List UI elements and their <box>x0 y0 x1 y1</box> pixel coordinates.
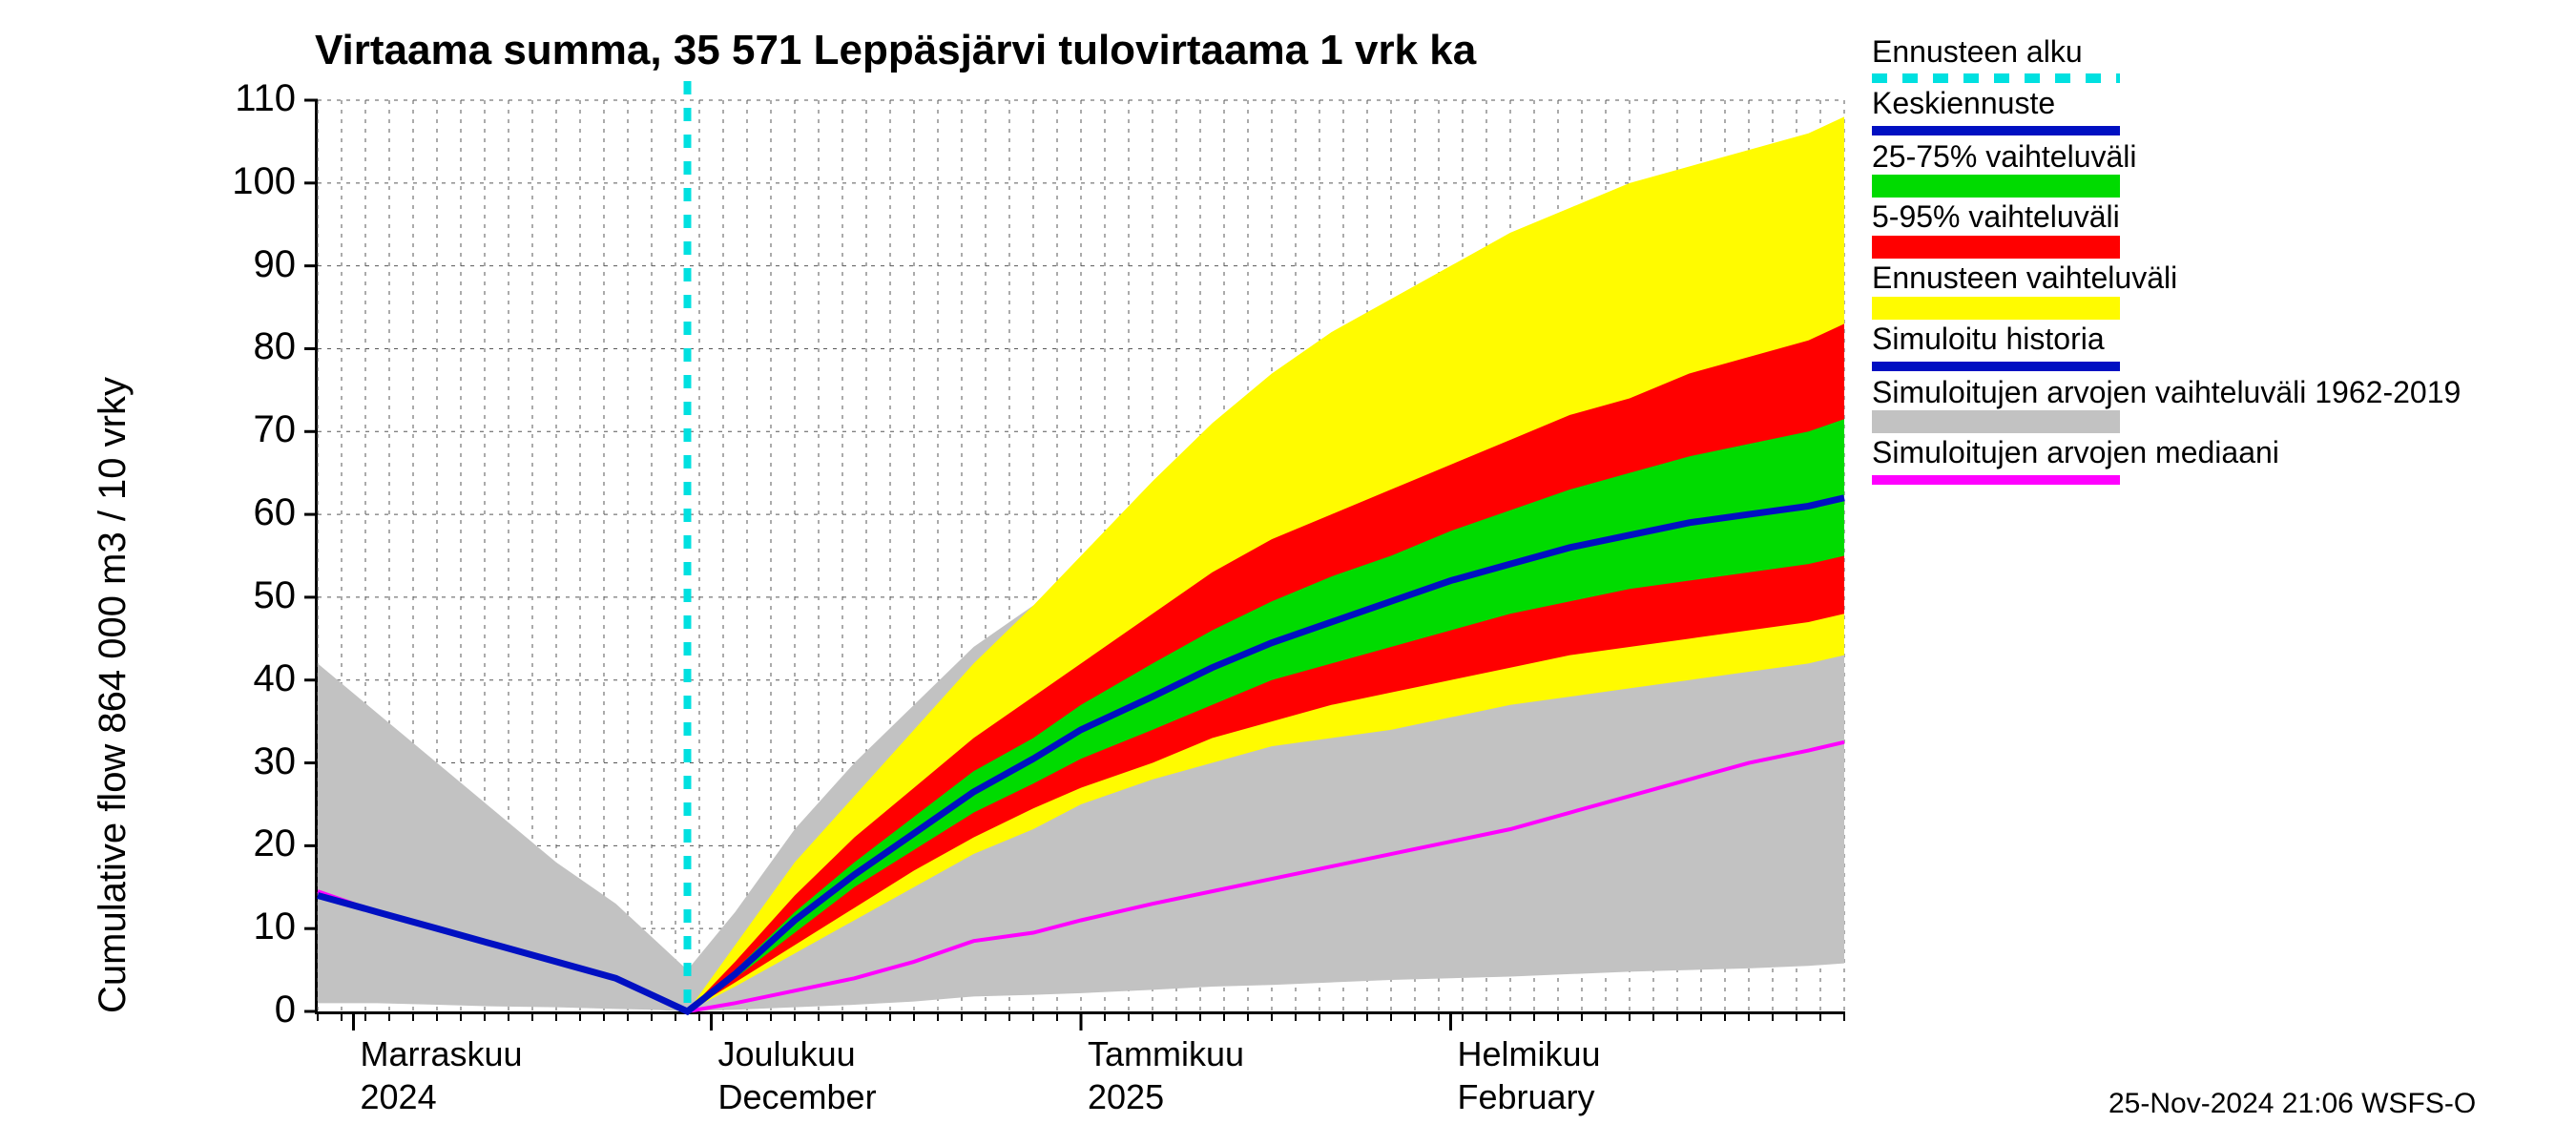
legend-label: Simuloitujen arvojen mediaani <box>1872 435 2461 471</box>
legend-swatch <box>1872 236 2120 259</box>
legend-label: Ennusteen alku <box>1872 34 2461 71</box>
legend-label: Simuloitujen arvojen vaihteluväli 1962-2… <box>1872 375 2461 411</box>
ytick-label: 0 <box>191 989 296 1031</box>
xtick-label: HelmikuuFebruary <box>1458 1032 1601 1118</box>
ytick-label: 10 <box>191 906 296 948</box>
legend: Ennusteen alku Keskiennuste 25-75% vaihtel… <box>1872 34 2461 489</box>
legend-entry: 5-95% vaihteluväli <box>1872 199 2461 259</box>
xtick-label: Tammikuu2025 <box>1088 1032 1244 1118</box>
ytick-label: 90 <box>191 243 296 286</box>
ytick-label: 60 <box>191 491 296 534</box>
legend-label: 5-95% vaihteluväli <box>1872 199 2461 236</box>
chart-title: Virtaama summa, 35 571 Leppäsjärvi tulov… <box>315 27 1476 74</box>
legend-entry: Ennusteen vaihteluväli <box>1872 260 2461 320</box>
y-axis-label: Cumulative flow 864 000 m3 / 10 vrky <box>92 377 135 1013</box>
ytick-label: 70 <box>191 408 296 451</box>
legend-label: Simuloitu historia <box>1872 322 2461 358</box>
ytick-label: 50 <box>191 574 296 617</box>
ytick-label: 20 <box>191 822 296 865</box>
legend-swatch <box>1872 126 2120 135</box>
legend-entry: Simuloitujen arvojen mediaani <box>1872 435 2461 485</box>
legend-swatch <box>1872 475 2120 485</box>
legend-entry: Ennusteen alku <box>1872 34 2461 83</box>
footer-timestamp: 25-Nov-2024 21:06 WSFS-O <box>2109 1088 2476 1120</box>
plot-area <box>315 100 1844 1014</box>
legend-entry: Simuloitu historia <box>1872 322 2461 371</box>
xtick-label: JoulukuuDecember <box>718 1032 877 1118</box>
ytick-label: 40 <box>191 657 296 700</box>
ytick-label: 30 <box>191 740 296 783</box>
legend-label: 25-75% vaihteluväli <box>1872 139 2461 176</box>
legend-label: Ennusteen vaihteluväli <box>1872 260 2461 297</box>
legend-entry: Simuloitujen arvojen vaihteluväli 1962-2… <box>1872 375 2461 434</box>
ytick-label: 110 <box>191 77 296 120</box>
legend-swatch <box>1872 175 2120 198</box>
legend-swatch <box>1872 410 2120 433</box>
legend-label: Keskiennuste <box>1872 86 2461 122</box>
legend-swatch <box>1872 73 2120 83</box>
legend-entry: 25-75% vaihteluväli <box>1872 139 2461 198</box>
xtick-label: Marraskuu2024 <box>361 1032 523 1118</box>
ytick-label: 80 <box>191 325 296 368</box>
ytick-label: 100 <box>191 160 296 203</box>
legend-swatch <box>1872 297 2120 320</box>
legend-entry: Keskiennuste <box>1872 86 2461 135</box>
legend-swatch <box>1872 362 2120 371</box>
